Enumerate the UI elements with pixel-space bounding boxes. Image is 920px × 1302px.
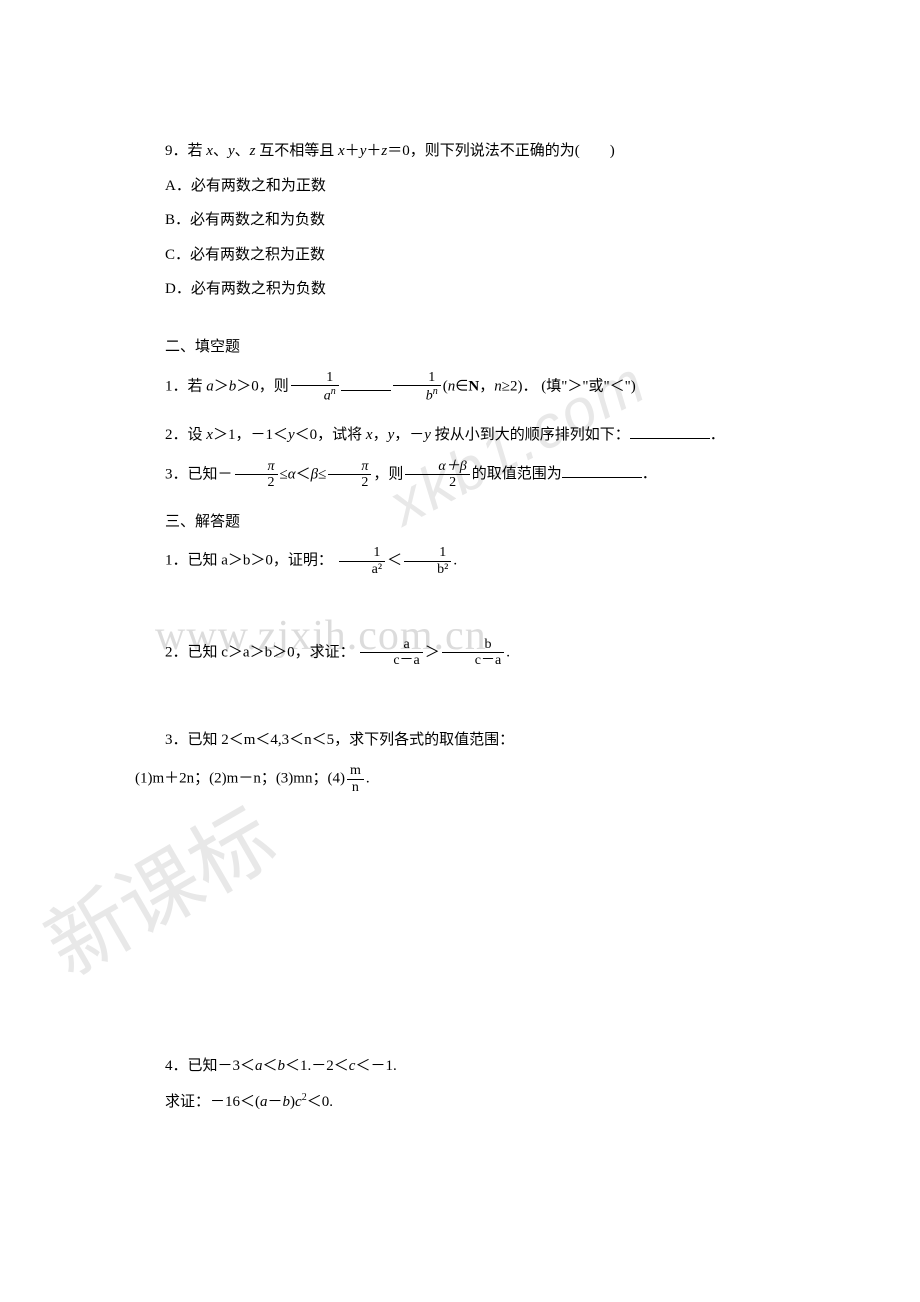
s3-q1: 1．已知 a＞b＞0，证明： 1a²＜1b². xyxy=(135,545,785,577)
section3-heading: 三、解答题 xyxy=(135,511,785,534)
frac-num: α＋β xyxy=(405,459,469,475)
frac-num: 1 xyxy=(404,545,451,561)
q9-option-d: D．必有两数之积为负数 xyxy=(135,278,785,301)
blank-fill xyxy=(341,376,391,391)
frac-num: m xyxy=(347,763,364,779)
frac-den: n xyxy=(347,780,364,795)
s2-q3-frac1: π2 xyxy=(235,459,278,491)
q9-option-c: C．必有两数之积为正数 xyxy=(135,244,785,267)
blank-fill xyxy=(630,424,710,439)
s3-q1-prefix: 1．已知 a＞b＞0，证明： xyxy=(165,553,333,569)
s2-q1-frac2: 1bn xyxy=(393,370,441,404)
period: . xyxy=(453,553,457,569)
s3-q3-frac: mn xyxy=(347,763,364,795)
period: . xyxy=(506,644,510,660)
s3-q2-prefix: 2．已知 c＞a＞b＞0，求证： xyxy=(165,644,355,660)
frac-num: 1 xyxy=(291,370,339,386)
s3-q4-line1: 4．已知－3＜a＜b＜1.－2＜c＜－1. xyxy=(135,1055,785,1078)
exp: n xyxy=(433,386,438,397)
section2-heading: 二、填空题 xyxy=(135,336,785,359)
frac-den: 2 xyxy=(405,475,469,490)
frac-num: 1 xyxy=(393,370,441,386)
q9-option-b: B．必有两数之和为负数 xyxy=(135,209,785,232)
frac-den: an xyxy=(291,386,339,404)
s3-q3-line1: 3．已知 2＜m＜4,3＜n＜5，求下列各式的取值范围： xyxy=(135,729,785,752)
s2-q3-prefix: 3．已知－ xyxy=(165,466,233,482)
frac-den: 2 xyxy=(235,475,278,490)
frac-num: π xyxy=(328,459,371,475)
document-body: 9．若 x、y、z 互不相等且 x＋y＋z＝0，则下列说法不正确的为( ) A．… xyxy=(135,140,785,1125)
s2-q1: 1．若 a＞b＞0，则1an1bn(n∈N，n≥2)． (填"＞"或"＜") xyxy=(135,370,785,404)
lt-sign: ＜ xyxy=(387,553,402,569)
frac-den: c－a xyxy=(442,653,504,668)
frac-den: a² xyxy=(339,562,385,577)
q9-stem: 9．若 x、y、z 互不相等且 x＋y＋z＝0，则下列说法不正确的为( ) xyxy=(135,140,785,163)
frac-num: π xyxy=(235,459,278,475)
s2-q1-prefix: 1．若 a＞b＞0，则 xyxy=(165,379,289,395)
q9-text: 9．若 x、y、z 互不相等且 x＋y＋z＝0，则下列说法不正确的为( ) xyxy=(165,143,615,159)
frac-num: b xyxy=(442,637,504,653)
s3-q2: 2．已知 c＞a＞b＞0，求证： ac－a＞bc－a. xyxy=(135,637,785,669)
s3-q4-l2-text: 求证：－16＜(a－b)c2＜0. xyxy=(165,1094,333,1110)
s2-q3-suffix: 的取值范围为． xyxy=(472,466,657,482)
s2-q1-hint: (填"＞"或"＜") xyxy=(541,379,635,395)
s2-q3-mid2: ，则 xyxy=(373,466,403,482)
frac-den: b² xyxy=(404,562,451,577)
gt-sign: ＞ xyxy=(425,644,440,660)
s3-q3-line2: (1)m＋2n；(2)m－n；(3)mn；(4)mn. xyxy=(135,763,785,795)
s3-q4-line2: 求证：－16＜(a－b)c2＜0. xyxy=(135,1090,785,1114)
s2-q1-cond: (n∈N，n≥2)． xyxy=(443,379,538,395)
frac-den: c－a xyxy=(360,653,422,668)
q9-option-a: A．必有两数之和为正数 xyxy=(135,175,785,198)
s3-q1-frac1: 1a² xyxy=(339,545,385,577)
blank-fill xyxy=(562,463,642,478)
frac-den: bn xyxy=(393,386,441,404)
s3-q4-l1-text: 4．已知－3＜a＜b＜1.－2＜c＜－1. xyxy=(165,1058,397,1074)
s2-q2: 2．设 x＞1，－1＜y＜0，试将 x，y，－y 按从小到大的顺序排列如下：． xyxy=(135,424,785,447)
frac-num: 1 xyxy=(339,545,385,561)
frac-num: a xyxy=(360,637,422,653)
base: a xyxy=(324,389,331,404)
s2-q3-mid1: ≤α＜β≤ xyxy=(280,466,327,482)
s3-q2-frac2: bc－a xyxy=(442,637,504,669)
s3-q2-frac1: ac－a xyxy=(360,637,422,669)
s3-q1-frac2: 1b² xyxy=(404,545,451,577)
s2-q3-frac2: π2 xyxy=(328,459,371,491)
s3-q3-l2-prefix: (1)m＋2n；(2)m－n；(3)mn；(4) xyxy=(135,771,345,787)
s2-q1-frac1: 1an xyxy=(291,370,339,404)
s3-q3-l2-suffix: . xyxy=(366,771,370,787)
s2-q3-frac3: α＋β2 xyxy=(405,459,469,491)
frac-den: 2 xyxy=(328,475,371,490)
s2-q2-text: 2．设 x＞1，－1＜y＜0，试将 x，y，－y 按从小到大的顺序排列如下：． xyxy=(165,427,725,443)
s2-q3: 3．已知－π2≤α＜β≤π2，则α＋β2的取值范围为． xyxy=(135,459,785,491)
base: b xyxy=(426,389,433,404)
exp: n xyxy=(331,386,336,397)
